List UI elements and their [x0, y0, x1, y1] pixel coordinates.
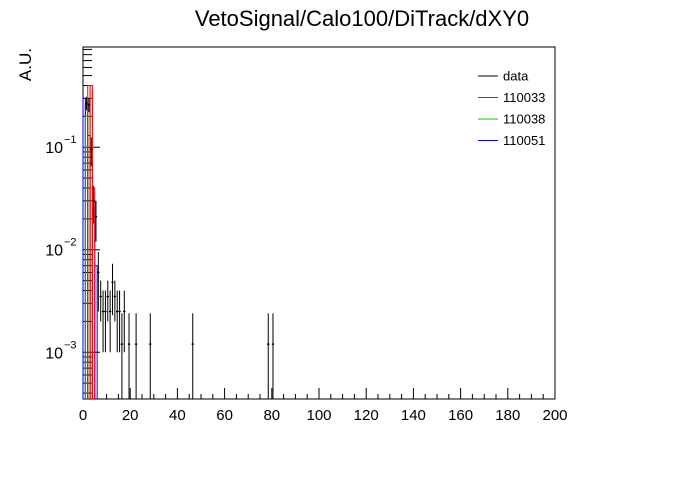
point-marker: [99, 295, 102, 298]
series-data: [85, 96, 275, 399]
data-point: [104, 290, 107, 353]
point-marker: [271, 343, 274, 346]
point-marker: [191, 343, 194, 346]
point-marker: [90, 148, 93, 151]
x-axis: 0 20 40 60 80 100 120 140 160 180 200: [79, 388, 568, 424]
legend: data 110033 110038 110051: [478, 69, 545, 148]
data-point: [113, 280, 117, 322]
x-tick-label: 140: [401, 407, 426, 424]
point-marker: [267, 343, 270, 346]
point-marker: [111, 281, 114, 284]
data-point: [108, 290, 112, 353]
x-tick-label: 180: [495, 407, 520, 424]
x-tick-label: 20: [122, 407, 139, 424]
data-point: [149, 313, 152, 399]
legend-label: 110033: [503, 90, 545, 105]
data-point: [97, 252, 100, 312]
data-point: [134, 313, 138, 399]
point-marker: [85, 102, 88, 105]
point-marker: [97, 271, 100, 274]
y-axis: 10−110−210−3: [45, 48, 100, 394]
data-point: [101, 290, 105, 353]
data-point: [85, 96, 88, 111]
series-layer: [82, 85, 275, 399]
data-point: [92, 185, 95, 224]
point-marker: [118, 310, 121, 313]
y-tick-base: 10: [45, 140, 63, 157]
x-tick-label: 100: [306, 407, 331, 424]
point-marker: [116, 310, 119, 313]
point-marker: [102, 310, 105, 313]
point-marker: [120, 343, 123, 346]
x-tick-label: 40: [169, 407, 186, 424]
y-tick-label: 10 −2: [45, 237, 76, 260]
data-point: [271, 313, 275, 399]
point-marker: [94, 215, 97, 218]
data-point: [191, 313, 194, 399]
x-tick-label: 80: [263, 407, 280, 424]
legend-label: 110051: [503, 133, 545, 148]
x-tick-label: 200: [542, 407, 567, 424]
x-tick-label: 0: [79, 407, 87, 424]
plot-area-border: [82, 46, 556, 400]
legend-item: data: [478, 69, 529, 84]
plot-frame: [82, 46, 556, 400]
data-point: [123, 290, 126, 353]
data-point: [116, 290, 119, 353]
y-tick-label: 10 −1: [45, 134, 76, 157]
point-marker: [92, 199, 95, 202]
data-point: [120, 313, 124, 399]
data-point: [94, 200, 98, 242]
data-point: [106, 280, 109, 322]
point-marker: [123, 310, 126, 313]
y-tick-label: 10 −3: [45, 339, 76, 362]
legend-label: 110038: [503, 112, 545, 127]
chart-title: VetoSignal/Calo100/DiTrack/dXY0: [195, 6, 529, 31]
y-tick-base: 10: [45, 345, 63, 362]
legend-item: 110051: [478, 133, 545, 148]
legend-label: data: [503, 69, 529, 84]
point-marker: [113, 295, 116, 298]
data-point: [127, 313, 131, 399]
point-marker: [104, 310, 107, 313]
y-axis-label: A.U.: [16, 48, 35, 81]
point-marker: [128, 343, 131, 346]
legend-item: 110038: [478, 112, 545, 127]
point-marker: [135, 343, 138, 346]
legend-item: 110033: [478, 90, 545, 105]
data-point: [267, 313, 270, 399]
data-point: [118, 290, 121, 353]
x-tick-label: 120: [354, 407, 379, 424]
data-point: [99, 280, 102, 322]
y-tick-exponent: −3: [64, 339, 77, 351]
point-marker: [149, 343, 152, 346]
point-marker: [109, 310, 112, 313]
data-point: [87, 98, 91, 113]
point-marker: [87, 103, 90, 106]
y-tick-exponent: −1: [64, 134, 77, 146]
point-marker: [106, 295, 109, 298]
x-tick-label: 60: [216, 407, 233, 424]
x-tick-label: 160: [448, 407, 473, 424]
data-point: [111, 263, 114, 316]
y-tick-exponent: −2: [64, 237, 77, 249]
y-tick-base: 10: [45, 243, 63, 260]
data-point: [90, 137, 93, 167]
